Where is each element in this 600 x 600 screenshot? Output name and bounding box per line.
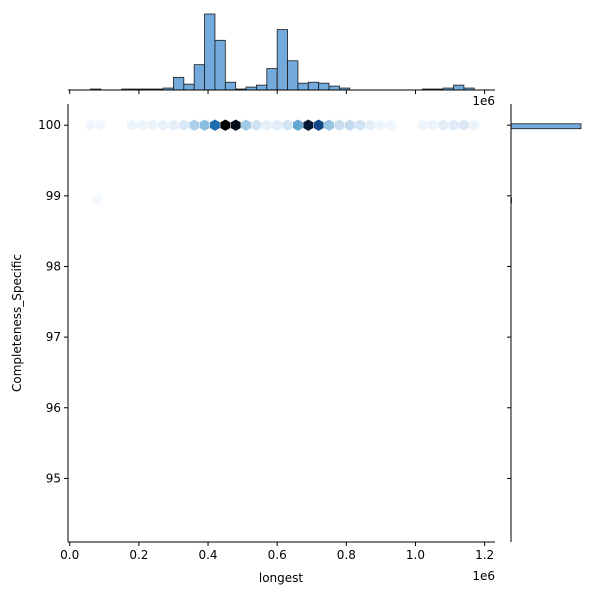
- hexbin-cell: [251, 119, 262, 131]
- hexbin-cell: [272, 119, 283, 131]
- y-axis-label: Completeness_Specific: [10, 254, 24, 392]
- hexbin-cell: [469, 119, 480, 131]
- hexbin-cell: [147, 119, 158, 131]
- x-histogram-bar: [193, 64, 205, 91]
- x-histogram-bar: [297, 82, 309, 91]
- y-histogram-bar: [510, 123, 582, 130]
- top-marginal-ticks: [69, 90, 486, 94]
- hexbin-cell: [417, 119, 428, 131]
- x-histogram-bar: [256, 84, 268, 91]
- x-histogram-bar: [224, 81, 237, 91]
- x-tick-label: 0.6: [268, 548, 287, 562]
- y-axis-ticks: 95 96 97 98 99 100: [38, 118, 68, 485]
- hexbin-cell: [334, 119, 345, 131]
- hexbin-cell: [386, 119, 397, 131]
- y-tick-label: 100: [38, 118, 61, 132]
- hexbin-cell: [127, 119, 137, 131]
- x-offset-label-top: 1e6: [472, 94, 495, 108]
- hexbin-cell: [427, 119, 438, 131]
- x-histogram-bar: [307, 81, 320, 91]
- x-histogram-bar: [204, 13, 216, 91]
- x-offset-label-bottom: 1e6: [472, 569, 495, 583]
- x-axis-label: longest: [259, 571, 304, 585]
- hexbin-cell: [92, 193, 103, 206]
- y-tick-label: 97: [46, 330, 61, 344]
- marginal-y-histogram: [510, 123, 582, 204]
- hexbin-cell: [282, 119, 293, 131]
- hexbin-cell: [168, 119, 179, 131]
- x-tick-label: 0.4: [198, 548, 217, 562]
- x-tick-label: 1.0: [406, 548, 425, 562]
- x-tick-label: 1.2: [475, 548, 494, 562]
- y-tick-label: 95: [46, 471, 61, 485]
- hexbin-cell: [355, 119, 366, 131]
- x-histogram-bar: [266, 68, 278, 91]
- hexbin-cell: [313, 119, 324, 131]
- hexbin-cell: [303, 119, 314, 131]
- hexbin-cell: [458, 119, 469, 131]
- hexbin-cell: [448, 119, 459, 131]
- x-histogram-bar: [453, 84, 465, 91]
- hexbin-cell: [85, 119, 96, 131]
- hexbin-layer: [85, 119, 480, 206]
- y-tick-label: 96: [46, 401, 61, 415]
- hexbin-cell: [241, 119, 251, 131]
- hexbin-cell: [95, 119, 106, 131]
- y-tick-label: 98: [46, 259, 61, 273]
- x-histogram-bar: [183, 83, 195, 91]
- hexbin-cell: [189, 119, 200, 131]
- hexbin-cell: [261, 119, 272, 131]
- x-tick-label: 0.8: [337, 548, 356, 562]
- hexbin-cell: [158, 119, 169, 131]
- x-axis-ticks: 0.0 0.2 0.4 0.6 0.8 1.0 1.2: [60, 542, 494, 562]
- hexbin-cell: [210, 119, 220, 131]
- x-histogram-bar: [318, 82, 330, 91]
- x-tick-label: 0.2: [129, 548, 148, 562]
- hexbin-cell: [438, 119, 449, 131]
- x-histogram-bar: [214, 39, 226, 91]
- hexbin-cell: [178, 119, 189, 131]
- hexbin-cell: [324, 119, 334, 131]
- x-tick-label: 0.0: [60, 548, 79, 562]
- hexbin-cell: [344, 119, 355, 131]
- x-histogram-bar: [276, 29, 288, 91]
- hexbin-cell: [365, 119, 376, 131]
- right-marginal-ticks: [507, 124, 511, 479]
- hexbin-cell: [292, 119, 303, 131]
- x-histogram-bar: [328, 85, 340, 91]
- hexbin-cell: [199, 119, 210, 131]
- marginal-x-histogram: [90, 13, 475, 91]
- hexbin-cell: [137, 119, 148, 131]
- x-histogram-bar: [287, 60, 299, 91]
- y-tick-label: 99: [46, 189, 61, 203]
- hexbin-cell: [230, 119, 241, 131]
- x-histogram-bar: [173, 76, 185, 91]
- hexbin-cell: [375, 119, 386, 131]
- hexbin-cell: [220, 119, 231, 131]
